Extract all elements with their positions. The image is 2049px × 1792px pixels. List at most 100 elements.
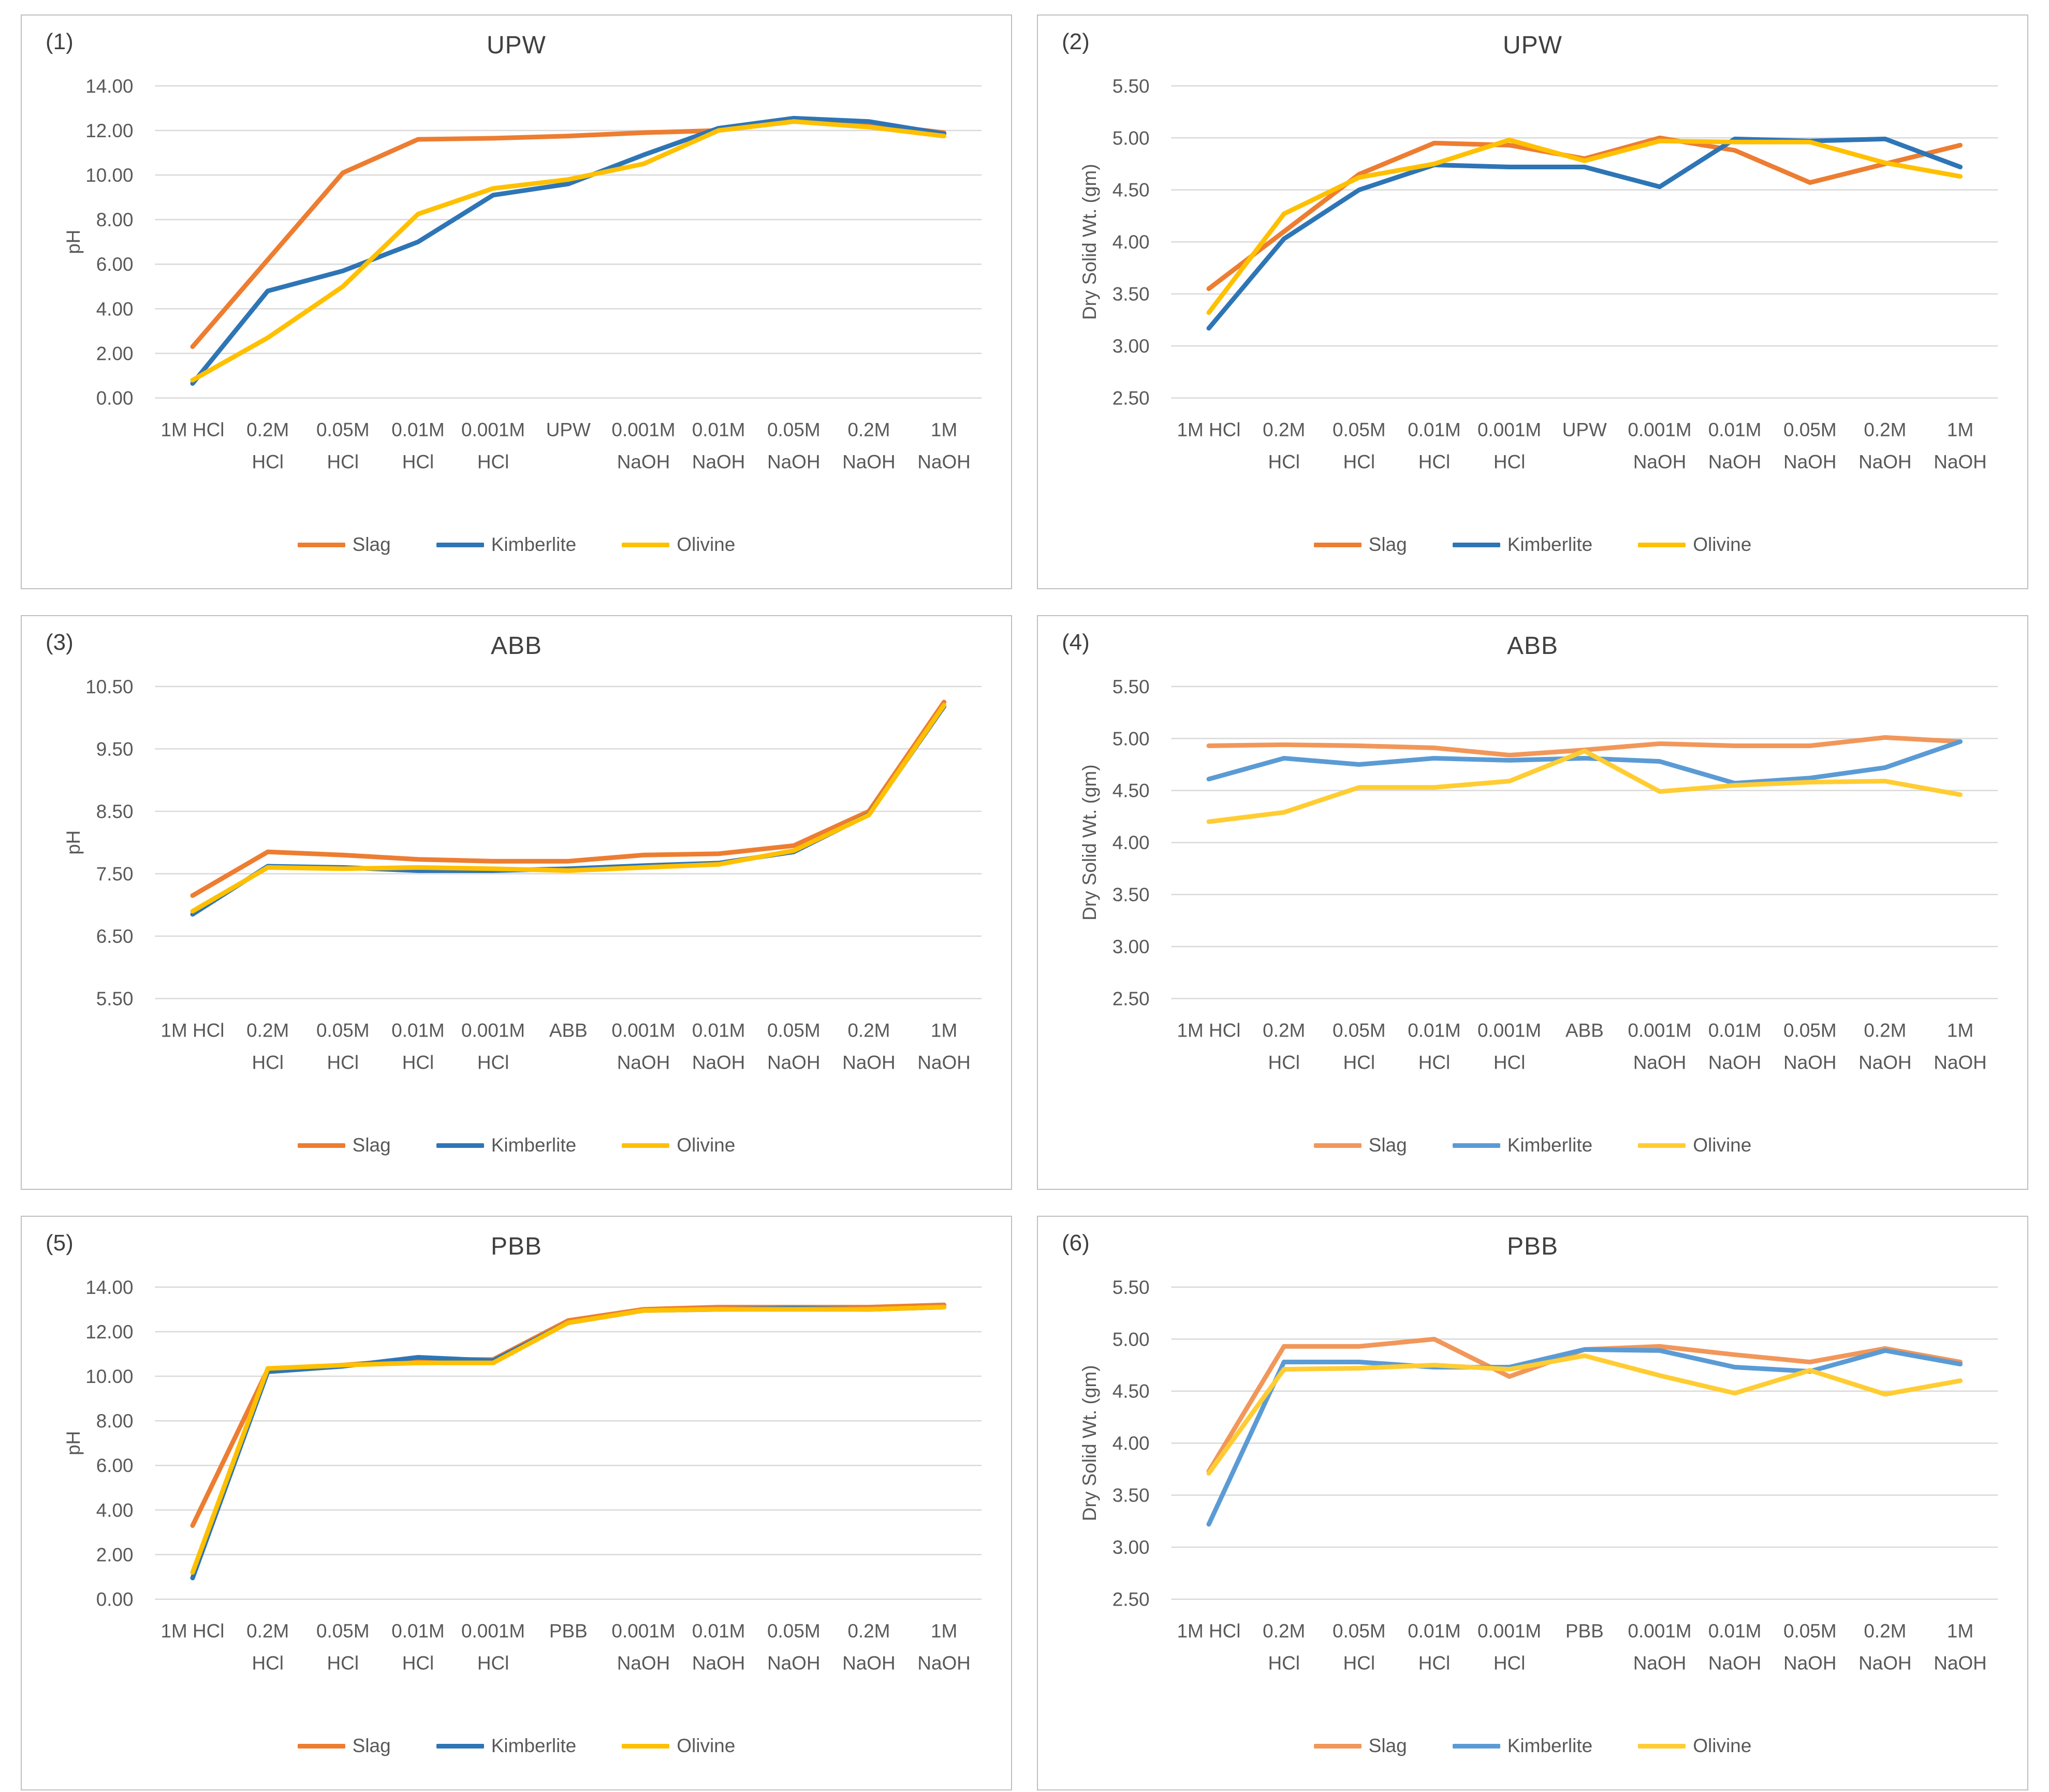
x-tick-label: HCl: [1343, 451, 1375, 472]
x-tick-label: 0.2M: [246, 1019, 289, 1041]
x-tick-label: 0.05M: [1333, 419, 1386, 440]
legend-swatch-olivine: [622, 1743, 670, 1749]
y-tick-label: 4.00: [1113, 231, 1150, 253]
y-tick-label: 5.50: [1113, 76, 1150, 97]
y-tick-label: 4.00: [1113, 832, 1150, 853]
x-tick-label: NaOH: [692, 451, 745, 472]
series-line-slag: [190, 1302, 947, 1528]
chart-panel-2-upw-dry-solid: (2) UPW 2.50 3.00 3.50 4.00 4.50 5.00 5.50 Dry …: [1037, 14, 2028, 589]
x-tick-label: 1M: [1947, 1019, 1973, 1041]
x-tick-label: HCl: [1494, 1052, 1526, 1073]
chart-legend: Slag Kimberlite Olivine: [1038, 534, 2027, 556]
chart-title: ABB: [490, 632, 543, 660]
chart-legend: Slag Kimberlite Olivine: [1038, 1134, 2027, 1156]
y-axis-title: pH: [63, 831, 84, 855]
x-tick-label: 0.001M: [461, 1620, 525, 1641]
legend-label: Slag: [352, 1134, 391, 1156]
y-tick-label: 5.00: [1113, 1329, 1150, 1350]
legend-label: Kimberlite: [491, 1735, 577, 1756]
series-line-kimberlite: [190, 704, 947, 917]
x-tick-label: NaOH: [1934, 451, 1987, 472]
chart-title: UPW: [487, 32, 546, 59]
y-tick-label: 8.50: [96, 801, 134, 822]
legend-swatch-olivine: [622, 1143, 670, 1148]
x-tick-label: NaOH: [1783, 1652, 1837, 1673]
y-tick-label: 9.50: [96, 738, 134, 760]
y-tick-label: 5.50: [1113, 676, 1150, 697]
x-tick-label: HCl: [402, 1052, 434, 1073]
x-tick-label: 1M: [931, 1019, 957, 1041]
x-tick-label: NaOH: [1934, 1652, 1987, 1673]
x-tick-label: 0.2M: [1864, 419, 1906, 440]
x-tick-label: NaOH: [1858, 1052, 1912, 1073]
x-tick-label: 0.001M: [461, 419, 525, 440]
legend-item-olivine: Olivine: [1638, 1735, 1751, 1757]
x-tick-label: UPW: [546, 419, 591, 440]
legend-label: Slag: [1368, 1134, 1407, 1156]
y-tick-label: 5.00: [1113, 127, 1150, 149]
x-tick-label: 1M HCl: [1177, 1620, 1240, 1641]
x-tick-label: 0.01M: [1408, 1620, 1461, 1641]
x-tick-label: HCl: [327, 451, 359, 472]
x-tick-label: HCl: [1268, 451, 1300, 472]
x-tick-label: NaOH: [617, 1052, 670, 1073]
y-tick-label: 5.50: [1113, 1277, 1150, 1298]
x-tick-label: 0.05M: [316, 419, 370, 440]
legend-label: Slag: [1368, 534, 1407, 555]
x-tick-label: 0.05M: [316, 1620, 370, 1641]
legend-item-kimberlite: Kimberlite: [1452, 534, 1592, 556]
x-tick-label: 0.2M: [847, 419, 890, 440]
x-tick-label: NaOH: [1934, 1052, 1987, 1073]
x-tick-label: 1M: [931, 1620, 957, 1641]
legend-swatch-slag: [1313, 542, 1362, 547]
x-tick-label: NaOH: [692, 1052, 745, 1073]
y-tick-label: 12.00: [85, 120, 133, 141]
y-tick-label: 14.00: [85, 1277, 133, 1298]
x-tick-label: 0.2M: [1263, 1620, 1305, 1641]
x-tick-label: 0.001M: [611, 419, 675, 440]
x-tick-label: 0.001M: [1628, 419, 1691, 440]
series-line-kimberlite: [190, 1305, 947, 1581]
panel-number: (1): [46, 29, 74, 54]
legend-item-slag: Slag: [1313, 534, 1407, 556]
x-tick-label: NaOH: [767, 451, 821, 472]
y-axis-title: Dry Solid Wt. (gm): [1079, 764, 1100, 920]
legend-swatch-slag: [297, 1143, 345, 1148]
y-tick-label: 4.50: [1113, 180, 1150, 201]
x-tick-label: NaOH: [842, 1652, 896, 1673]
x-tick-label: 1M HCl: [160, 1620, 224, 1641]
chart-panel-1-upw-ph: (1) UPW 0.00 2.00 4.00 6.00 8.00 10.00 12.00 14…: [21, 14, 1012, 589]
x-tick-label: 0.01M: [391, 419, 445, 440]
x-tick-label: NaOH: [1858, 1652, 1912, 1673]
legend-label: Kimberlite: [491, 1134, 577, 1156]
x-tick-label: HCl: [252, 1652, 284, 1673]
y-tick-label: 2.00: [96, 343, 134, 364]
legend-swatch-kimberlite: [436, 1143, 484, 1148]
x-tick-label: NaOH: [1708, 1652, 1762, 1673]
x-tick-label: HCl: [1268, 1052, 1300, 1073]
x-tick-label: 0.2M: [246, 419, 289, 440]
x-tick-label: 0.001M: [611, 1620, 675, 1641]
chart-legend: Slag Kimberlite Olivine: [1038, 1735, 2027, 1757]
x-tick-label: 0.05M: [767, 1019, 821, 1041]
x-tick-label: 0.01M: [391, 1019, 445, 1041]
panel-number: (4): [1062, 630, 1090, 655]
x-tick-label: 0.01M: [1408, 1019, 1461, 1041]
chart-legend: Slag Kimberlite Olivine: [22, 1134, 1011, 1156]
x-tick-label: NaOH: [1858, 451, 1912, 472]
legend-swatch-kimberlite: [436, 542, 484, 547]
y-axis-title: Dry Solid Wt. (gm): [1079, 164, 1100, 319]
y-tick-label: 4.00: [96, 298, 134, 319]
x-tick-label: NaOH: [917, 451, 971, 472]
legend-item-kimberlite: Kimberlite: [436, 534, 576, 556]
x-tick-label: HCl: [327, 1052, 359, 1073]
legend-item-slag: Slag: [1313, 1134, 1407, 1156]
y-tick-label: 10.00: [85, 1366, 133, 1387]
x-tick-label: PBB: [1565, 1620, 1604, 1641]
chart-legend: Slag Kimberlite Olivine: [22, 534, 1011, 556]
x-tick-label: 0.001M: [611, 1019, 675, 1041]
y-tick-label: 3.50: [1113, 1485, 1150, 1506]
x-tick-label: 0.001M: [1477, 1620, 1541, 1641]
y-tick-label: 4.00: [1113, 1433, 1150, 1454]
x-tick-label: NaOH: [1783, 451, 1837, 472]
